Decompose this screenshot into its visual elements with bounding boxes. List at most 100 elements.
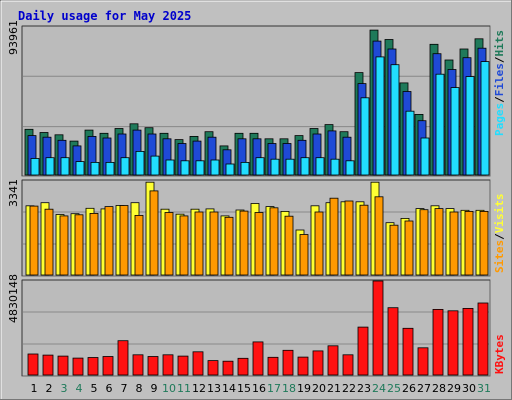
- day-label: 14: [222, 382, 236, 395]
- kbytes-bar: [72, 357, 84, 376]
- sites-bar: [89, 212, 99, 276]
- day-label: 21: [327, 382, 341, 395]
- day-label: 23: [357, 382, 371, 395]
- kbytes-bar: [87, 357, 99, 376]
- legend-pages: Pages: [493, 103, 506, 136]
- sites-bar: [104, 206, 114, 276]
- kbytes-bar: [282, 349, 294, 376]
- sites-bar: [389, 224, 399, 276]
- day-label: 2: [46, 382, 53, 395]
- pages-bar: [450, 87, 460, 176]
- day-label: 31: [477, 382, 491, 395]
- kbytes-bars-group: [27, 280, 489, 376]
- kbytes-bar: [432, 308, 444, 376]
- day-label: 18: [282, 382, 296, 395]
- sites-bar: [149, 190, 159, 276]
- day-label: 22: [342, 382, 356, 395]
- sites-bar: [44, 208, 54, 276]
- kbytes-bar: [252, 341, 264, 376]
- sites-bar: [299, 234, 309, 276]
- pages-bar: [120, 157, 130, 176]
- legend-separator: /: [493, 96, 506, 103]
- pages-bar: [405, 110, 415, 176]
- y-max-label-kbytes: 4830148: [7, 274, 20, 323]
- pages-bar: [435, 73, 445, 176]
- pages-bar: [90, 161, 100, 176]
- kbytes-bar: [477, 302, 489, 376]
- day-label: 11: [177, 382, 191, 395]
- day-label: 30: [462, 382, 476, 395]
- day-label: 6: [106, 382, 113, 395]
- sites-bar: [134, 214, 144, 276]
- kbytes-bar: [342, 354, 354, 376]
- legend-separator: /: [493, 56, 506, 63]
- y-max-label-hits: 93961: [7, 20, 20, 55]
- pages-bar: [195, 160, 205, 176]
- day-label: 20: [312, 382, 326, 395]
- sites-bar: [344, 200, 354, 276]
- visits-bars-group: [25, 181, 489, 276]
- legend-visits-panel: Sites/Visits: [493, 194, 506, 274]
- kbytes-bar: [192, 351, 204, 376]
- pages-bar: [30, 158, 40, 176]
- pages-bar: [390, 64, 400, 176]
- kbytes-bar: [237, 357, 249, 376]
- sites-bar: [164, 212, 174, 276]
- day-label: 25: [387, 382, 401, 395]
- kbytes-bar: [117, 340, 129, 376]
- kbytes-bar: [447, 310, 459, 376]
- sites-bar: [59, 215, 69, 276]
- day-label: 29: [447, 382, 461, 395]
- chart-title: Daily usage for May 2025: [18, 9, 191, 23]
- pages-bar: [480, 61, 490, 176]
- pages-bar: [240, 161, 250, 176]
- day-label: 27: [417, 382, 431, 395]
- sites-bar: [479, 210, 489, 276]
- pages-bar: [165, 159, 175, 176]
- sites-bar: [359, 204, 369, 276]
- day-label: 26: [402, 382, 416, 395]
- pages-bar: [360, 97, 370, 176]
- hits-bars-group: [24, 29, 490, 176]
- legend-hits: Hits: [493, 30, 506, 57]
- legend-visits: Visits: [493, 194, 506, 234]
- sites-bar: [314, 211, 324, 276]
- pages-bar: [180, 160, 190, 176]
- kbytes-bar: [207, 360, 219, 376]
- kbytes-bar: [57, 355, 69, 376]
- day-label: 4: [76, 382, 83, 395]
- pages-bar: [45, 157, 55, 176]
- sites-bar: [194, 211, 204, 276]
- kbytes-bar: [417, 347, 429, 376]
- kbytes-bar: [267, 356, 279, 376]
- kbytes-bar: [162, 354, 174, 376]
- sites-bar: [434, 208, 444, 276]
- kbytes-bar: [297, 356, 309, 376]
- legend-hits-panel: Pages/Files/Hits: [493, 30, 506, 136]
- day-label: 28: [432, 382, 446, 395]
- kbytes-bar: [27, 353, 39, 376]
- sites-bar: [419, 209, 429, 276]
- day-label: 16: [252, 382, 266, 395]
- pages-bar: [60, 157, 70, 176]
- legend-kbytes: KBytes: [493, 334, 506, 374]
- day-label: 3: [61, 382, 68, 395]
- pages-bar: [210, 159, 220, 176]
- sites-bar: [269, 207, 279, 276]
- pages-bar: [285, 158, 295, 176]
- pages-bar: [300, 157, 310, 176]
- kbytes-bar: [132, 354, 144, 376]
- pages-bar: [465, 76, 475, 176]
- pages-bar: [75, 161, 85, 176]
- day-label: 7: [121, 382, 128, 395]
- legend-kbytes-panel: KBytes: [493, 334, 506, 374]
- pages-bar: [150, 155, 160, 176]
- pages-bar: [375, 56, 385, 176]
- day-labels-group: 1 2 3 4 5 6 7 8 9 10 11 12 13 14 15 16 17 18 19 20 21 22 23 24 2…: [31, 382, 492, 395]
- legend-separator: /: [493, 233, 506, 240]
- sites-bar: [224, 216, 234, 276]
- y-max-label-visits: 3341: [7, 179, 20, 207]
- kbytes-bar: [402, 327, 414, 376]
- day-label: 9: [151, 382, 158, 395]
- pages-bar: [105, 161, 115, 176]
